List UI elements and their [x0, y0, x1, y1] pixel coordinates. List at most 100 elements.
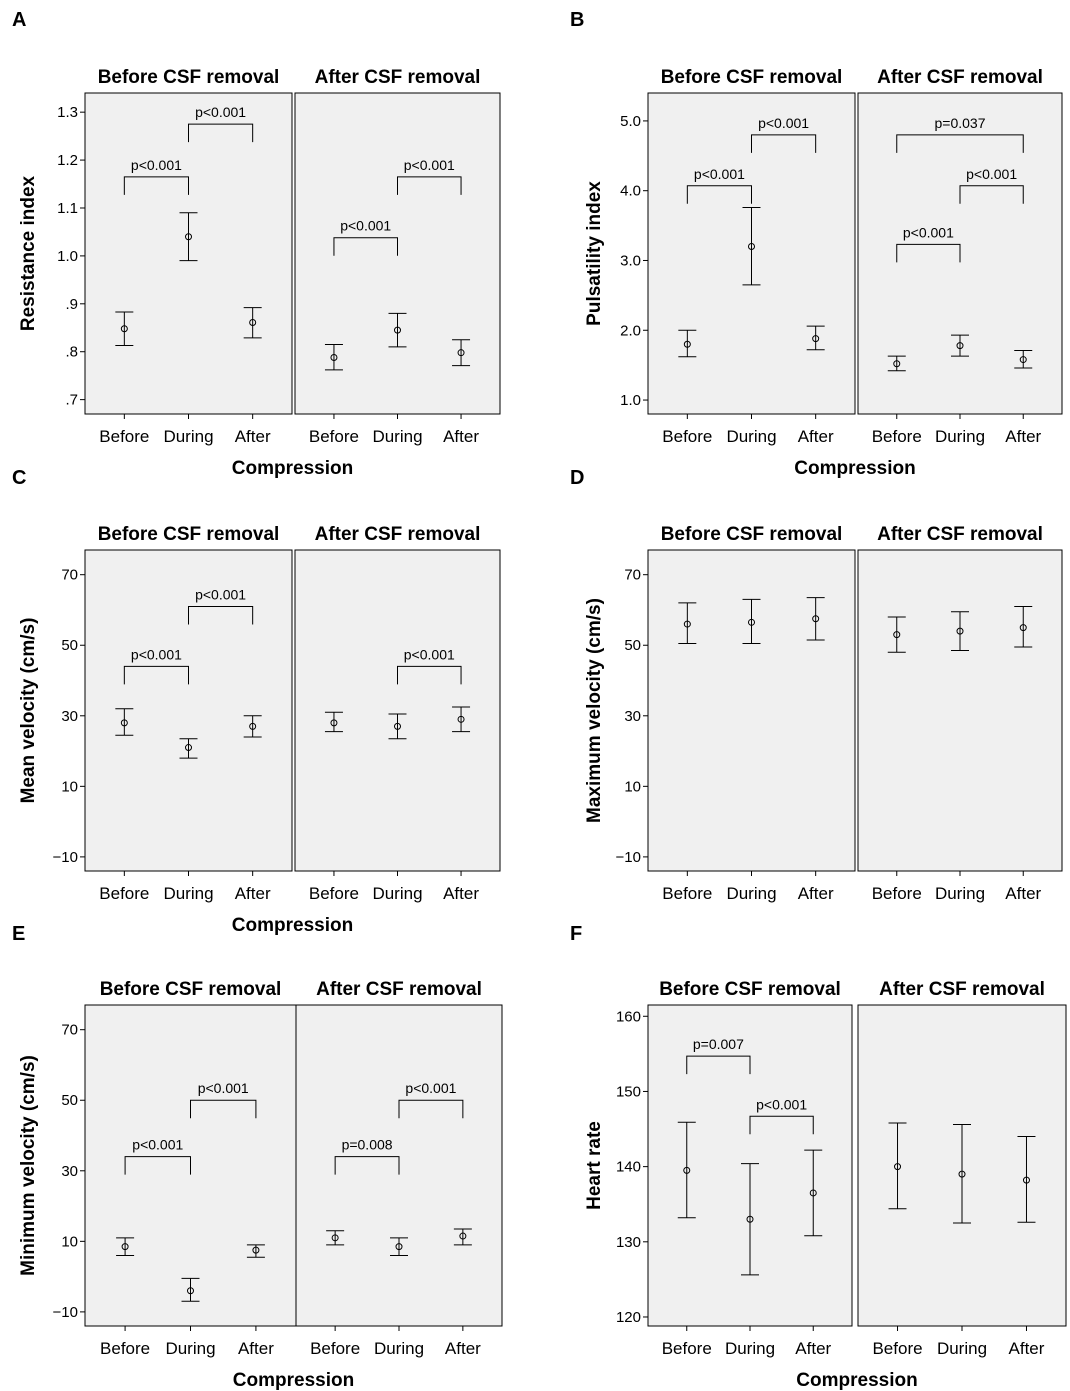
x-tick-label: Before — [662, 1339, 712, 1358]
facet-title: Before CSF removal — [98, 67, 280, 88]
bracket-line — [397, 665, 462, 685]
error-bar-before — [678, 602, 697, 644]
x-tick-label: Before — [100, 1339, 150, 1358]
significance-bracket: p<0.001 — [398, 1080, 464, 1119]
significance-bracket: p=0.007 — [686, 1036, 751, 1075]
error-bar-during — [742, 206, 761, 286]
plot-area — [84, 549, 293, 872]
significance-bracket: p<0.001 — [188, 104, 254, 143]
error-bar-during — [951, 611, 969, 652]
chart-panel-b: B Pulsatility index 1.0 2.0 3.0 4.0 5.0 Before … — [570, 9, 1063, 479]
mean-point — [120, 719, 128, 727]
bracket-line — [749, 1115, 814, 1135]
x-tick-label: After — [1005, 427, 1041, 446]
x-axis-label: Compression — [232, 915, 353, 936]
x-tick-label: After — [795, 1339, 831, 1358]
x-axis-label: Compression — [233, 1370, 354, 1391]
error-bar-before — [326, 1230, 345, 1246]
facet-after-csf-removal: After CSF removal Before During After p<0.00… — [857, 67, 1063, 446]
significance-bracket: p<0.001 — [123, 646, 189, 685]
mean-point — [394, 326, 401, 334]
y-axis-label: Maximum velocity (cm/s) — [584, 598, 605, 823]
mean-point — [331, 1234, 339, 1242]
y-axis-label: Pulsatility index — [584, 181, 605, 326]
error-bar-after — [1014, 605, 1033, 648]
panel-letter: D — [570, 467, 584, 489]
y-tick-label: 70 — [624, 567, 641, 584]
error-bar-before — [115, 708, 134, 736]
error-bar-during — [388, 713, 407, 740]
p-value-label: p<0.001 — [694, 166, 745, 182]
bracket-line — [188, 605, 254, 625]
mean-point — [1019, 356, 1027, 364]
y-tick-label: 50 — [61, 1092, 78, 1109]
bracket-line — [190, 1099, 257, 1119]
x-tick-label: During — [935, 884, 985, 903]
x-tick-label: During — [163, 884, 213, 903]
x-tick-label: Before — [309, 884, 359, 903]
x-tick-label: During — [165, 1339, 215, 1358]
chart-panel-e: E Minimum velocity (cm/s) −10 10 30 50 70 Befor… — [12, 923, 503, 1391]
significance-bracket: p<0.001 — [397, 157, 462, 195]
y-axis-label: Minimum velocity (cm/s) — [18, 1055, 39, 1276]
y-tick-label: 1.1 — [57, 200, 78, 217]
x-tick-label: During — [372, 884, 422, 903]
x-tick-label: Before — [310, 1339, 360, 1358]
mean-point — [956, 342, 964, 350]
facet-after-csf-removal: After CSF removal Before During After p<0.00… — [294, 67, 501, 446]
p-value-label: p<0.001 — [404, 157, 455, 173]
chart-panel-f: F Heart rate 120 130 140 150 160 Before CSF rem… — [570, 923, 1067, 1391]
y-tick-label: .8 — [65, 344, 78, 361]
error-bar-before — [887, 355, 906, 372]
mean-point — [958, 1170, 966, 1178]
p-value-label: p<0.001 — [903, 224, 954, 240]
bracket-line — [397, 176, 462, 195]
y-axis-label: Mean velocity (cm/s) — [18, 618, 39, 804]
y-tick-label: .9 — [65, 296, 78, 313]
facet-title: After CSF removal — [315, 524, 481, 545]
mean-point — [185, 744, 192, 752]
p-value-label: p<0.001 — [340, 218, 391, 234]
error-bar-after — [806, 325, 825, 351]
error-bar-before — [116, 1237, 135, 1256]
facet-before-csf-removal: Before CSF removal Before During After p=0.0… — [647, 979, 853, 1358]
x-tick-label: Before — [872, 427, 922, 446]
error-bar-before — [324, 344, 343, 371]
mean-point — [121, 1243, 129, 1251]
y-tick-label: 10 — [624, 778, 641, 795]
error-bar-during — [388, 312, 407, 348]
x-tick-label: During — [374, 1339, 424, 1358]
error-bar-during — [179, 212, 198, 262]
p-value-label: p<0.001 — [198, 1080, 249, 1096]
x-axis-label: Compression — [794, 458, 915, 479]
x-tick-label: After — [443, 427, 479, 446]
chart-panel-d: D Maximum velocity (cm/s) −10 10 30 50 70 Befor… — [570, 467, 1063, 903]
mean-point — [1019, 624, 1027, 632]
x-tick-label: During — [726, 427, 776, 446]
mean-point — [746, 1215, 754, 1223]
p-value-label: p<0.001 — [131, 646, 182, 662]
error-bar-after — [806, 597, 825, 641]
bracket-line — [333, 237, 398, 256]
x-tick-label: Before — [99, 884, 149, 903]
y-tick-label: 2.0 — [620, 322, 641, 339]
facet-title: Before CSF removal — [659, 979, 841, 1000]
error-bar-during — [951, 334, 969, 357]
x-tick-label: After — [235, 884, 271, 903]
y-tick-label: 70 — [61, 567, 78, 584]
p-value-label: p<0.001 — [404, 646, 455, 662]
x-tick-label: Before — [872, 884, 922, 903]
error-bar-during — [179, 738, 198, 759]
p-value-label: p<0.001 — [132, 1137, 183, 1153]
x-tick-label: Before — [99, 427, 149, 446]
mean-point — [683, 620, 691, 628]
y-tick-label: −10 — [53, 849, 78, 866]
mean-point — [249, 722, 257, 730]
bracket-line — [123, 176, 189, 195]
mean-point — [330, 353, 338, 361]
y-tick-label: 1.2 — [57, 152, 78, 169]
x-tick-label: During — [726, 884, 776, 903]
error-bar-after — [453, 1228, 472, 1246]
bracket-line — [398, 1099, 464, 1119]
y-tick-label: 160 — [616, 1008, 641, 1025]
